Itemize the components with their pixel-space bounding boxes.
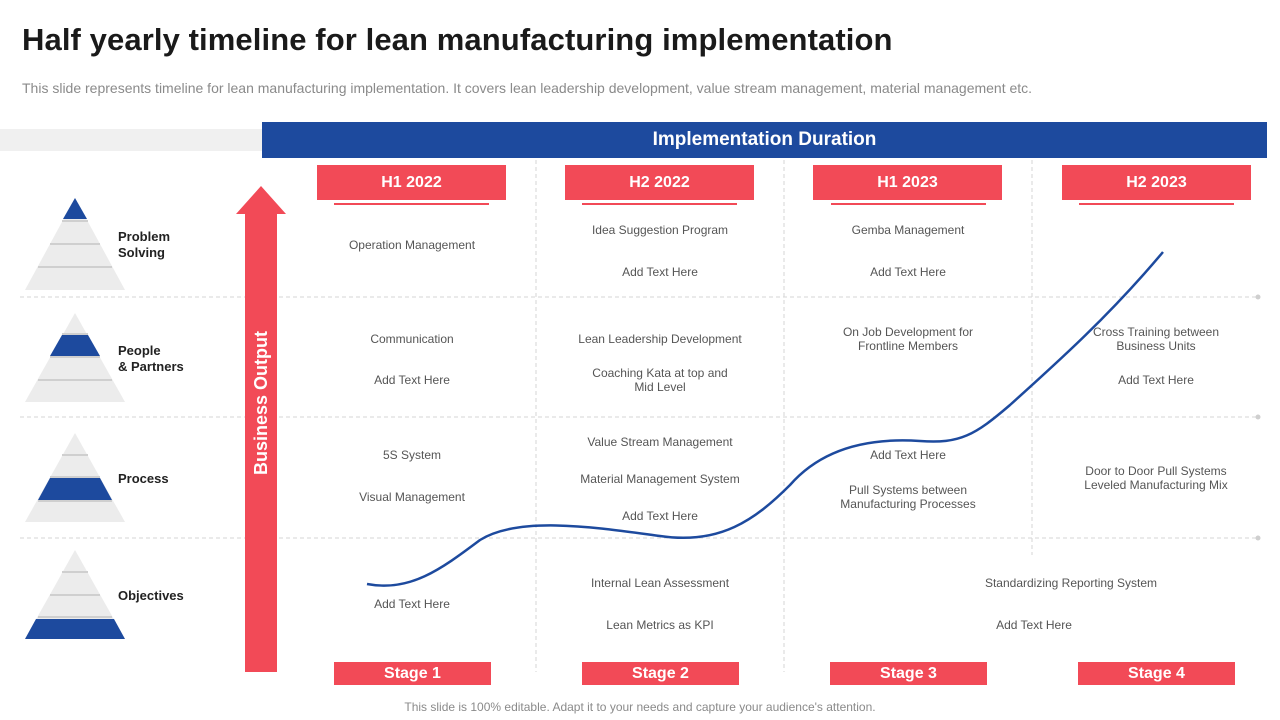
period-underline xyxy=(582,203,737,205)
cell-text: Coaching Kata at top and Mid Level xyxy=(592,366,728,394)
row-separators xyxy=(20,296,1258,539)
growth-curve xyxy=(366,251,1164,587)
column-separators xyxy=(535,160,1033,672)
implementation-duration-header: Implementation Duration xyxy=(262,122,1267,158)
footer-note: This slide is 100% editable. Adapt it to… xyxy=(404,700,876,714)
cell-text: Add Text Here xyxy=(870,448,946,462)
cell-text: Cross Training between Business Units xyxy=(1092,325,1220,353)
cell-text: Add Text Here xyxy=(1118,373,1194,387)
period-h2-2023: H2 2023 xyxy=(1062,165,1251,200)
cell-text: Add Text Here xyxy=(374,373,450,387)
row-label-process: Process xyxy=(118,471,169,486)
cell-text: On Job Development for Frontline Members xyxy=(842,325,974,353)
cell-text: Add Text Here xyxy=(622,509,698,523)
slide-title: Half yearly timeline for lean manufactur… xyxy=(22,22,893,57)
stage-3-label: Stage 3 xyxy=(830,662,987,685)
cell-text: Material Management System xyxy=(580,472,740,486)
cell-text: Add Text Here xyxy=(996,618,1072,632)
pyramid-objectives xyxy=(25,550,125,639)
cell-text: Operation Management xyxy=(348,238,476,252)
cell-text: Value Stream Management xyxy=(587,435,733,449)
cell-text: Pull Systems between Manufacturing Proce… xyxy=(840,483,976,511)
period-underline xyxy=(334,203,489,205)
cell-text: 5S System xyxy=(382,448,442,462)
business-output-label: Business Output xyxy=(251,330,271,475)
cell-text: Door to Door Pull Systems Leveled Manufa… xyxy=(1084,464,1228,492)
cell-text: Standardizing Reporting System xyxy=(984,576,1158,590)
pyramid-problem-solving xyxy=(25,198,125,290)
cell-text: Add Text Here xyxy=(622,265,698,279)
cell-text: Communication xyxy=(370,332,454,346)
period-h1-2022: H1 2022 xyxy=(317,165,506,200)
row-label-problem-solving: Problem Solving xyxy=(118,229,171,260)
slide-subtitle: This slide represents timeline for lean … xyxy=(22,80,1033,96)
period-underline xyxy=(1079,203,1234,205)
period-h2-2022: H2 2022 xyxy=(565,165,754,200)
header-grey-band xyxy=(0,129,264,151)
cell-text: Idea Suggestion Program xyxy=(591,223,729,237)
stage-4-label: Stage 4 xyxy=(1078,662,1235,685)
period-h1-2023: H1 2023 xyxy=(813,165,1002,200)
pyramid-process xyxy=(25,433,125,522)
cell-text: Add Text Here xyxy=(374,597,450,611)
stage-1-label: Stage 1 xyxy=(334,662,491,685)
cell-text: Lean Leadership Development xyxy=(578,332,742,346)
period-underline xyxy=(831,203,986,205)
cell-text: Lean Metrics as KPI xyxy=(606,618,714,632)
business-output-arrow xyxy=(236,186,286,672)
cell-text: Gemba Management xyxy=(851,223,965,237)
stage-2-label: Stage 2 xyxy=(582,662,739,685)
cell-text: Visual Management xyxy=(359,490,465,504)
cell-text: Internal Lean Assessment xyxy=(590,576,730,590)
row-label-people-partners: People & Partners xyxy=(118,343,184,374)
cell-text: Add Text Here xyxy=(870,265,946,279)
row-separator-dots xyxy=(1255,294,1261,541)
pyramid-people-partners xyxy=(25,313,125,402)
row-label-objectives: Objectives xyxy=(118,588,184,603)
